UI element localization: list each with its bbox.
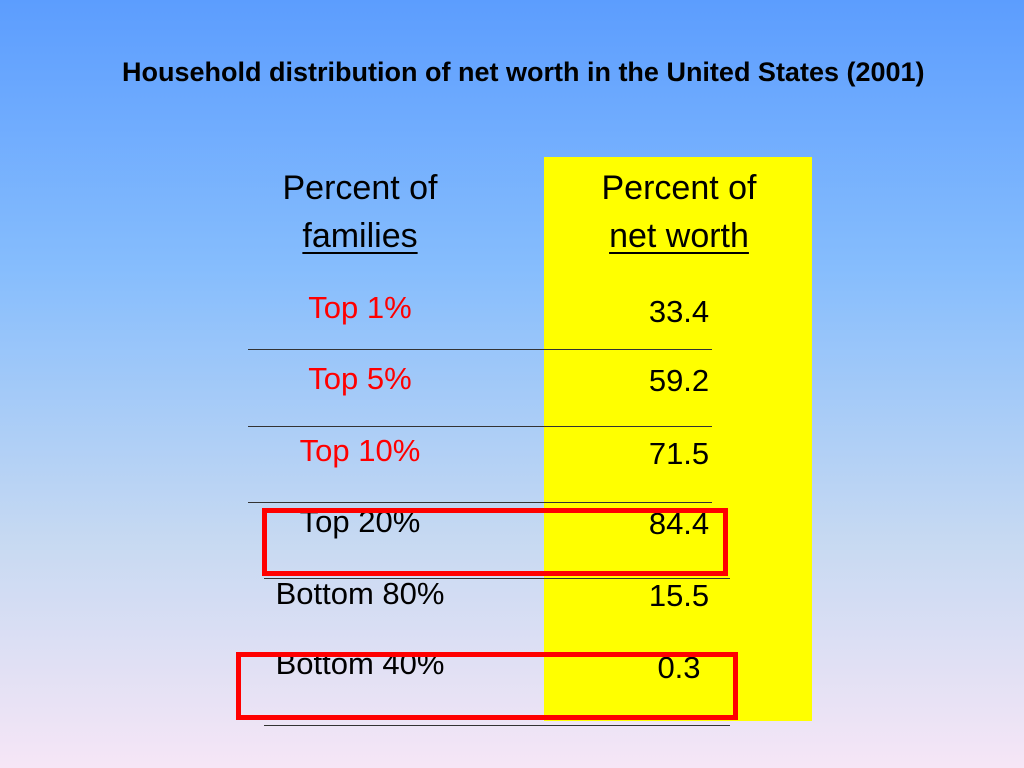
row-top-10-label: Top 10%: [299, 433, 421, 468]
row-top-5-value: 59.2: [648, 363, 710, 398]
families-header-line2: families: [302, 217, 418, 255]
row-top-1-value: 33.4: [648, 294, 710, 329]
families-header-line1: Percent of: [282, 169, 438, 207]
bottom-40-highlight-box: [236, 652, 738, 720]
net-worth-column-header: Percent of net worth: [556, 164, 802, 260]
net-worth-column-highlight: [544, 157, 812, 721]
row-divider: [248, 426, 712, 427]
row-top-10-value: 71.5: [648, 436, 710, 471]
row-divider: [264, 725, 730, 726]
net-worth-header-line1: Percent of: [601, 169, 757, 207]
row-bottom-80-value: 15.5: [648, 578, 710, 613]
row-top-5-label: Top 5%: [308, 361, 412, 396]
net-worth-header-line2: net worth: [609, 217, 749, 255]
row-divider: [264, 578, 730, 579]
families-column-header: Percent of families: [240, 164, 480, 260]
top-20-highlight-box: [262, 508, 728, 576]
row-top-1-label: Top 1%: [308, 290, 412, 325]
row-divider: [248, 349, 712, 350]
slide-title: Household distribution of net worth in t…: [122, 57, 925, 87]
row-bottom-80-label: Bottom 80%: [275, 576, 445, 611]
row-bottom-40-label: Bottom 40%: [275, 646, 445, 681]
row-divider: [248, 502, 712, 503]
